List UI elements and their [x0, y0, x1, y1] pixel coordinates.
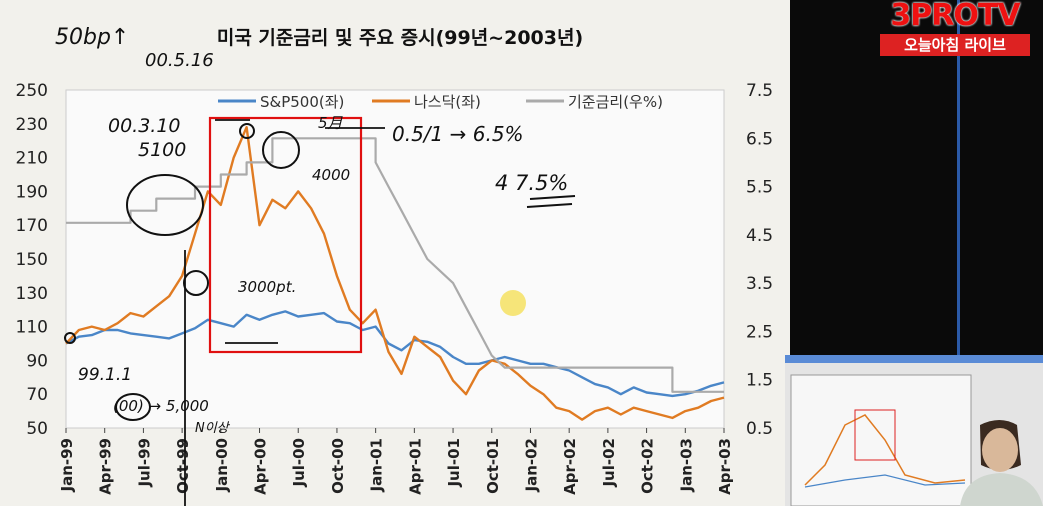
annotation-a3: 00.3.10: [108, 115, 181, 137]
x-tick-label: Apr-02: [561, 438, 579, 495]
annotation-a10: 99.1.1: [78, 365, 132, 385]
cursor-highlight: [500, 290, 526, 316]
right-tick-label: 3.5: [746, 274, 773, 294]
x-tick-label: Apr-99: [97, 438, 115, 495]
left-tick-label: 70: [26, 385, 48, 405]
logo-title: 3PROTV: [890, 0, 1020, 33]
left-tick-label: 110: [16, 318, 48, 338]
x-tick-label: Oct-99: [174, 438, 192, 494]
series-line-2: [66, 137, 724, 393]
right-tick-label: 6.5: [746, 129, 773, 149]
right-tick-label: 0.5: [746, 419, 773, 439]
left-tick-label: 230: [16, 115, 48, 135]
x-tick-label: Apr-00: [252, 438, 270, 495]
right-tick-label: 4.5: [746, 226, 773, 246]
right-tick-label: 7.5: [746, 81, 773, 101]
x-tick-label: Jul-02: [600, 438, 618, 488]
ink-circle: [183, 270, 209, 296]
left-tick-label: 210: [16, 149, 48, 169]
ink-circle: [239, 123, 255, 139]
annotation-a6: 0.5/1 → 6.5%: [392, 122, 524, 146]
left-tick-label: 150: [16, 250, 48, 270]
annotation-a2: 00.5.16: [145, 50, 214, 71]
annotation-a7: 4 7.5%: [495, 171, 568, 195]
logo-subtitle: 오늘아침 라이브: [880, 34, 1030, 56]
video-top-bar: [785, 355, 1043, 363]
ink-circle: [262, 131, 300, 169]
left-tick-label: 90: [26, 351, 48, 371]
x-tick-label: Apr-03: [716, 438, 734, 495]
annotation-a9: 3000pt.: [238, 278, 296, 296]
right-tick-label: 5.5: [746, 178, 773, 198]
chart-title: 미국 기준금리 및 주요 증시(99년~2003년): [217, 27, 583, 49]
left-tick-label: 50: [26, 419, 48, 439]
x-tick-label: Jul-01: [445, 438, 463, 488]
annotation-a5: 5月: [318, 114, 344, 132]
plot-background: [65, 89, 725, 429]
legend-label: 나스닥(좌): [414, 93, 481, 111]
x-tick-label: Jul-00: [290, 438, 308, 488]
annotation-a8: 4000: [312, 166, 350, 184]
x-tick-label: Jan-03: [677, 438, 695, 492]
right-tick-label: 2.5: [746, 322, 773, 342]
x-tick-label: Jan-00: [213, 438, 231, 492]
ink-stroke: [529, 195, 576, 200]
highlight-box: [208, 116, 363, 354]
x-tick-label: Oct-02: [639, 438, 657, 494]
left-tick-label: 250: [16, 81, 48, 101]
annotation-a4: 5100: [138, 139, 186, 161]
series-line-1: [65, 126, 725, 421]
left-tick-label: 190: [16, 182, 48, 202]
annotation-a1: 50bp↑: [55, 25, 129, 50]
left-tick-label: 170: [16, 216, 48, 236]
x-tick-label: Jul-99: [135, 438, 153, 488]
right-tick-label: 1.5: [746, 371, 773, 391]
x-tick-label: Jan-01: [368, 438, 386, 492]
ink-circle: [115, 393, 151, 421]
ink-circle: [64, 332, 76, 344]
left-tick-label: 130: [16, 284, 48, 304]
channel-logo: 3PROTV 오늘아침 라이브: [875, 0, 1035, 62]
x-tick-label: Oct-00: [329, 438, 347, 494]
x-tick-label: Jan-99: [58, 438, 76, 492]
presenter-scene: [785, 363, 1043, 506]
series-line-0: [65, 310, 725, 398]
ink-stroke: [526, 203, 573, 208]
legend-label: S&P500(좌): [260, 93, 344, 111]
x-tick-label: Oct-01: [484, 438, 502, 494]
legend-label: 기준금리(우%): [568, 93, 663, 111]
legend: S&P500(좌) 나스닥(좌) 기준금리(우%): [218, 93, 663, 111]
presenter-video: [785, 355, 1043, 506]
annotation-a11: (00) → 5,000: [113, 397, 209, 415]
x-tick-label: Jan-02: [522, 438, 540, 492]
x-tick-label: Apr-01: [406, 438, 424, 495]
plot-area: 250 230 210 190 170 150 130 110 90 70 50 7.5 6.5 5.5 4…: [16, 81, 774, 495]
ink-circle: [126, 174, 204, 236]
annotation-a12: N이상: [195, 421, 231, 436]
